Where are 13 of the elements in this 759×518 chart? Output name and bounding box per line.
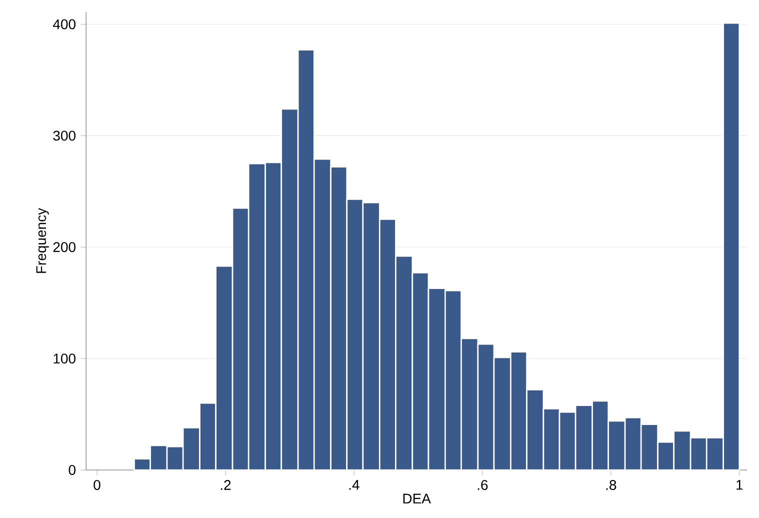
x-tick-label: .8	[606, 480, 616, 490]
y-tick-label: 0	[68, 465, 76, 475]
y-axis-title: Frequency	[36, 208, 49, 273]
y-tick-label: 100	[54, 354, 76, 364]
y-tick-label: 200	[53, 242, 76, 252]
x-axis-title: DEA	[403, 494, 431, 504]
x-tick-label: 0	[94, 480, 100, 490]
x-tick-label: .6	[478, 480, 488, 490]
x-tick-label: 1	[736, 480, 743, 490]
y-tick-label: 400	[52, 19, 76, 30]
x-tick-label: .4	[349, 480, 360, 490]
y-tick-label: 300	[53, 130, 76, 141]
x-tick-label: .2	[220, 480, 231, 490]
